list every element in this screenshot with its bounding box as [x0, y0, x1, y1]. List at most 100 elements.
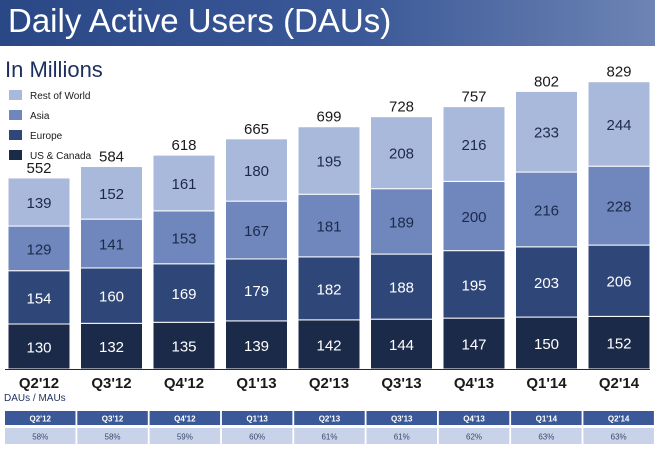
table-header-label-q1-13: Q1'13 [246, 415, 268, 424]
x-tick-label-q3-12: Q3'12 [91, 375, 131, 392]
legend-swatch-rest-of-world [9, 90, 22, 100]
bar-rest-of-world-q2-13 [297, 126, 361, 195]
value-label-us-canada-q3-13: 144 [389, 337, 414, 354]
table-value-cell-q1-13 [221, 428, 293, 444]
legend-swatch-us-canada [9, 150, 22, 160]
value-label-europe-q2-12: 154 [26, 290, 51, 307]
bar-rest-of-world-q1-14 [515, 90, 578, 173]
bar-europe-q2-14 [587, 244, 651, 317]
total-label-q2-12: 552 [26, 160, 51, 177]
x-tick-label-q2-13: Q2'13 [309, 375, 349, 392]
legend-swatch-asia [9, 110, 22, 120]
value-label-us-canada-q2-12: 130 [26, 340, 51, 357]
bar-europe-q1-13 [225, 258, 288, 322]
subtitle: In Millions [5, 57, 103, 82]
table-header-cell-q3-13 [366, 411, 437, 425]
bar-asia-q3-13 [370, 188, 433, 255]
value-label-europe-q2-13: 182 [316, 281, 341, 298]
table-header-label-q2-13: Q2'13 [319, 415, 341, 424]
bar-rest-of-world-q4-12 [152, 154, 216, 212]
value-label-asia-q2-13: 181 [316, 219, 341, 236]
bar-europe-q4-12 [152, 263, 216, 323]
table-header-label-q4-12: Q4'12 [174, 415, 196, 424]
bar-europe-q4-13 [442, 250, 506, 319]
bar-us-canada-q2-13 [297, 319, 361, 370]
table-header-cell-q2-14 [583, 411, 654, 425]
bar-asia-q2-14 [587, 165, 651, 246]
table-value-cell-q3-12 [77, 428, 148, 444]
bar-europe-q3-12 [80, 267, 143, 324]
value-label-rest-of-world-q2-14: 244 [606, 117, 631, 134]
bar-us-canada-q1-13 [225, 320, 288, 370]
value-label-rest-of-world-q1-13: 180 [244, 163, 269, 180]
legend-label-asia: Asia [30, 111, 50, 122]
table-value-label-q2-14: 63% [611, 433, 627, 442]
table-header-cell-q1-13 [221, 411, 293, 425]
value-label-europe-q2-14: 206 [606, 274, 631, 291]
table-header-cell-q3-12 [77, 411, 148, 425]
value-label-us-canada-q4-12: 135 [171, 339, 196, 356]
value-label-rest-of-world-q3-12: 152 [99, 186, 124, 203]
value-label-europe-q1-14: 203 [534, 275, 559, 292]
table-header-label-q3-13: Q3'13 [391, 415, 413, 424]
bar-rest-of-world-q3-12 [80, 166, 143, 220]
value-label-rest-of-world-q4-12: 161 [171, 176, 196, 193]
table-value-label-q2-12: 58% [32, 433, 48, 442]
value-label-asia-q3-12: 141 [99, 237, 124, 254]
table-value-label-q1-14: 63% [538, 433, 554, 442]
value-label-asia-q1-13: 167 [244, 223, 269, 240]
value-label-asia-q4-12: 153 [171, 230, 196, 247]
x-tick-label-q3-13: Q3'13 [381, 375, 421, 392]
table-value-label-q2-13: 61% [321, 433, 337, 442]
value-label-us-canada-q1-14: 150 [534, 336, 559, 353]
value-label-us-canada-q2-14: 152 [606, 336, 631, 353]
table-header-label-q1-14: Q1'14 [536, 415, 558, 424]
bar-rest-of-world-q3-13 [370, 116, 433, 190]
page-title: Daily Active Users (DAUs) [8, 2, 392, 39]
bar-rest-of-world-q2-12 [7, 177, 71, 227]
bar-asia-q2-13 [297, 193, 361, 258]
table-value-label-q1-13: 60% [249, 433, 265, 442]
table-value-label-q3-13: 61% [394, 433, 410, 442]
total-label-q1-14: 802 [534, 73, 559, 90]
x-tick-label-q2-12: Q2'12 [19, 375, 59, 392]
dau-mau-table: Q2'12 58% Q3'12 58% Q4'12 59% Q1'13 60% Q2'13 61%… [5, 411, 654, 444]
value-label-rest-of-world-q1-14: 233 [534, 125, 559, 142]
bar-us-canada-q2-14 [587, 315, 651, 370]
bar-europe-q2-13 [297, 256, 361, 321]
table-value-cell-q1-14 [511, 428, 582, 444]
value-label-asia-q2-12: 129 [26, 241, 51, 258]
value-label-asia-q2-14: 228 [606, 199, 631, 216]
value-label-europe-q4-12: 169 [171, 286, 196, 303]
value-label-rest-of-world-q2-13: 195 [316, 153, 341, 170]
value-label-us-canada-q2-13: 142 [316, 337, 341, 354]
legend-swatch-europe [9, 130, 22, 140]
bar-asia-q4-13 [442, 180, 506, 252]
value-label-europe-q3-12: 160 [99, 289, 124, 306]
bar-asia-q1-13 [225, 200, 288, 260]
value-label-us-canada-q1-13: 139 [244, 338, 269, 355]
bar-us-canada-q1-14 [515, 316, 578, 370]
table-header-cell-q2-13 [294, 411, 365, 425]
table-value-cell-q3-13 [366, 428, 437, 444]
value-label-rest-of-world-q3-13: 208 [389, 146, 414, 163]
value-label-asia-q4-13: 200 [461, 209, 486, 226]
bar-us-canada-q4-13 [442, 317, 506, 370]
table-header-label-q4-13: Q4'13 [463, 415, 485, 424]
bar-us-canada-q4-12 [152, 321, 216, 370]
table-value-label-q4-12: 59% [177, 433, 193, 442]
x-tick-label-q2-14: Q2'14 [599, 375, 640, 392]
x-tick-label-q1-13: Q1'13 [236, 375, 276, 392]
bar-rest-of-world-q4-13 [442, 106, 506, 182]
x-tick-label-q4-13: Q4'13 [454, 375, 494, 392]
legend-label-rest-of-world: Rest of World [30, 91, 90, 102]
table-value-cell-q4-13 [438, 428, 510, 444]
bar-rest-of-world-q2-14 [587, 81, 651, 167]
legend: Rest of World Asia Europe US & Canada [9, 90, 92, 162]
value-label-us-canada-q4-13: 147 [461, 337, 486, 354]
value-label-rest-of-world-q4-13: 216 [461, 137, 486, 154]
legend-label-us-canada: US & Canada [30, 151, 92, 162]
table-header-cell-q2-12 [5, 411, 76, 425]
total-label-q2-14: 829 [606, 64, 631, 81]
value-label-asia-q1-14: 216 [534, 202, 559, 219]
